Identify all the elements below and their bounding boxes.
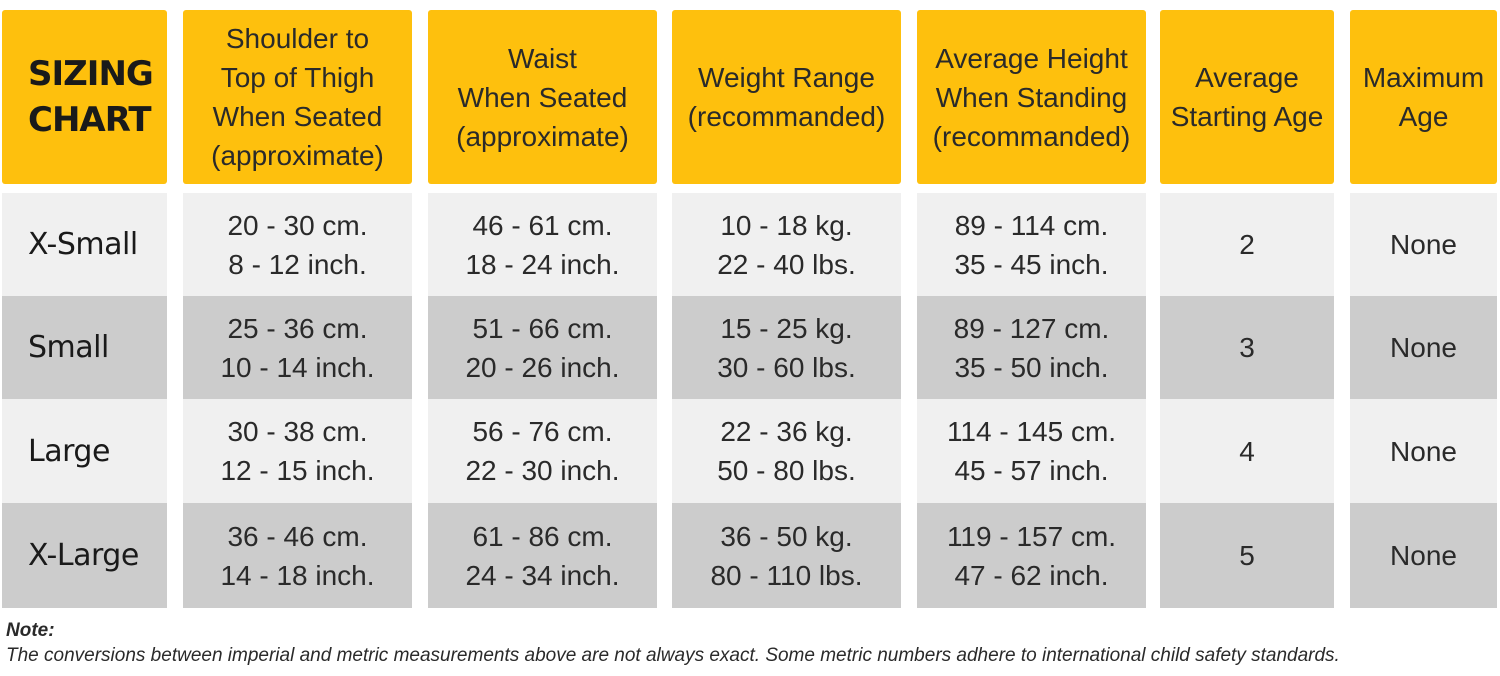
table-cell-max-age: None (1350, 399, 1497, 503)
note-label: Note: (6, 620, 55, 641)
header-height: Average Height When Standing (recommande… (917, 10, 1146, 184)
table-cell-shoulder: 30 - 38 cm. 12 - 15 inch. (183, 399, 412, 503)
size-label: Large (2, 399, 167, 503)
table-cell-waist: 61 - 86 cm. 24 - 34 inch. (428, 503, 657, 608)
chart-title: SIZING CHART (2, 10, 167, 184)
table-cell-shoulder: 25 - 36 cm. 10 - 14 inch. (183, 296, 412, 399)
header-weight: Weight Range (recommanded) (672, 10, 901, 184)
table-cell-start-age: 5 (1160, 503, 1334, 608)
table-cell-weight: 10 - 18 kg. 22 - 40 lbs. (672, 193, 901, 296)
table-cell-weight: 22 - 36 kg. 50 - 80 lbs. (672, 399, 901, 503)
size-label: Small (2, 296, 167, 399)
table-cell-shoulder: 36 - 46 cm. 14 - 18 inch. (183, 503, 412, 608)
sizing-chart-table: SIZING CHART Shoulder to Top of Thigh Wh… (2, 10, 1497, 608)
table-cell-waist: 56 - 76 cm. 22 - 30 inch. (428, 399, 657, 503)
table-cell-height: 119 - 157 cm. 47 - 62 inch. (917, 503, 1146, 608)
table-cell-max-age: None (1350, 296, 1497, 399)
table-cell-start-age: 2 (1160, 193, 1334, 296)
table-cell-height: 89 - 114 cm. 35 - 45 inch. (917, 193, 1146, 296)
table-cell-max-age: None (1350, 503, 1497, 608)
header-max-age: Maximum Age (1350, 10, 1497, 184)
table-cell-height: 89 - 127 cm. 35 - 50 inch. (917, 296, 1146, 399)
table-cell-waist: 51 - 66 cm. 20 - 26 inch. (428, 296, 657, 399)
note-text: The conversions between imperial and met… (6, 645, 1340, 666)
table-cell-max-age: None (1350, 193, 1497, 296)
size-label: X-Small (2, 193, 167, 296)
table-cell-weight: 15 - 25 kg. 30 - 60 lbs. (672, 296, 901, 399)
table-cell-shoulder: 20 - 30 cm. 8 - 12 inch. (183, 193, 412, 296)
table-cell-start-age: 3 (1160, 296, 1334, 399)
table-cell-waist: 46 - 61 cm. 18 - 24 inch. (428, 193, 657, 296)
header-waist: Waist When Seated (approximate) (428, 10, 657, 184)
size-label: X-Large (2, 503, 167, 608)
header-shoulder: Shoulder to Top of Thigh When Seated (ap… (183, 10, 412, 184)
header-start-age: Average Starting Age (1160, 10, 1334, 184)
table-cell-weight: 36 - 50 kg. 80 - 110 lbs. (672, 503, 901, 608)
table-cell-height: 114 - 145 cm. 45 - 57 inch. (917, 399, 1146, 503)
table-cell-start-age: 4 (1160, 399, 1334, 503)
